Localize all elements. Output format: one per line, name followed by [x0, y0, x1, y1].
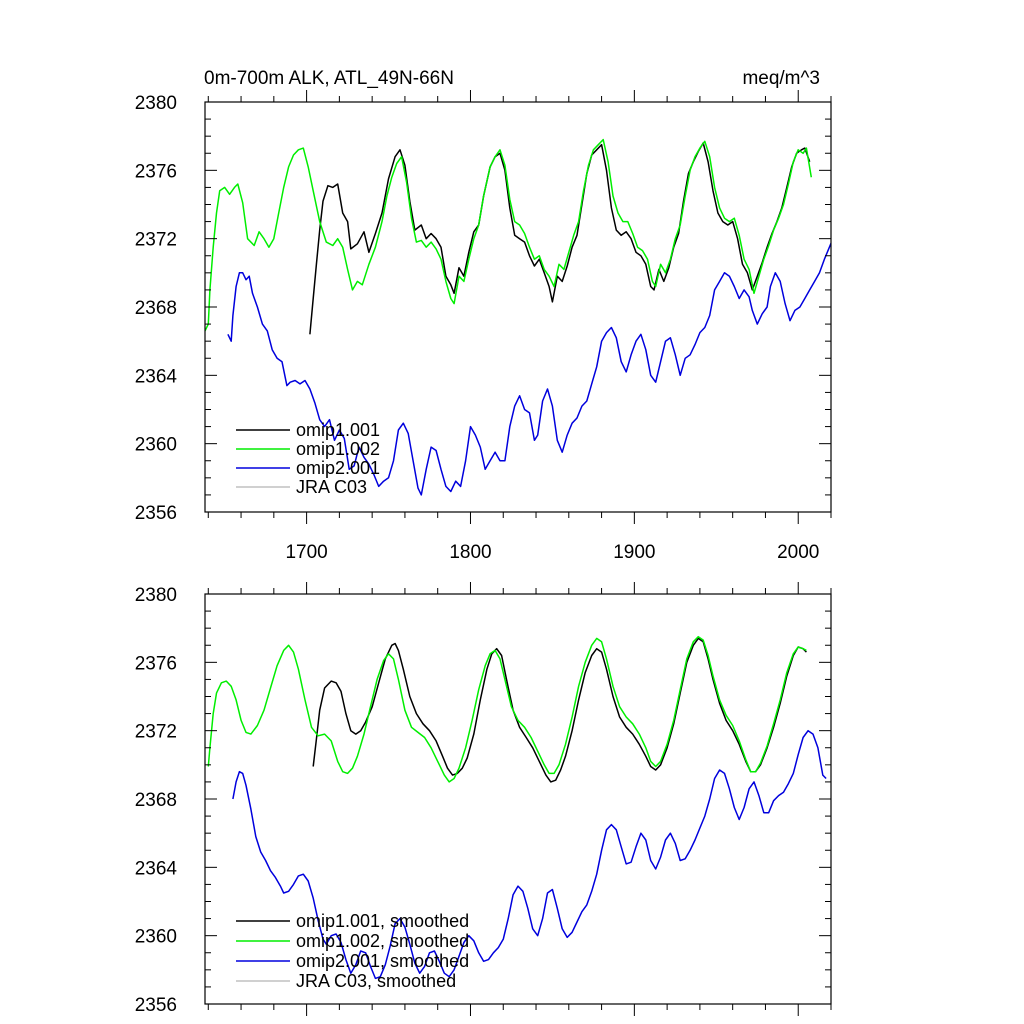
- x-tick-label: 2000: [777, 542, 819, 563]
- series-group: [207, 635, 827, 980]
- legend-label: omip1.002: [296, 439, 380, 459]
- top-panel: 2356 2360 2364 2368 2372 2376 2380 1700 1800 1900…: [135, 90, 832, 563]
- y-tick-label: 2356: [135, 503, 177, 524]
- series-group: [205, 138, 831, 496]
- legend-label: JRA C03, smoothed: [296, 971, 456, 991]
- y-tick-label: 2356: [135, 995, 177, 1016]
- legend-label: omip1.001, smoothed: [296, 911, 469, 931]
- y-tick-label: 2372: [135, 722, 177, 743]
- x-tick-label: 1800: [449, 542, 491, 563]
- units-label: meq/m^3: [742, 68, 820, 89]
- series-line-omip1_002: [205, 138, 813, 332]
- series-line-omip2_001: [227, 241, 831, 496]
- x-tick-label: 1900: [613, 542, 655, 563]
- y-tick-label: 2368: [135, 298, 177, 319]
- y-tick-label: 2376: [135, 161, 177, 182]
- tick-group: [205, 90, 832, 524]
- tick-group: [205, 582, 832, 1016]
- series-line-omip2_001: [232, 729, 827, 980]
- legend-label: JRA C03: [296, 477, 367, 497]
- y-tick-label: 2380: [135, 585, 177, 606]
- y-tick-label: 2372: [135, 230, 177, 251]
- series-line-omip1_001: [309, 142, 811, 335]
- legend-label: omip2.001, smoothed: [296, 951, 469, 971]
- y-tick-label: 2376: [135, 653, 177, 674]
- y-tick-label: 2364: [135, 858, 178, 879]
- bottom-panel: 2356 2360 2364 2368 2372 2376 2380 omip1.001, s…: [135, 582, 832, 1016]
- legend-label: omip1.001: [296, 420, 380, 440]
- y-tick-label: 2360: [135, 435, 177, 456]
- series-line-omip1_001: [312, 637, 807, 783]
- y-tick-label: 2368: [135, 790, 177, 811]
- y-tick-label: 2360: [135, 927, 177, 948]
- legend-label: omip1.002, smoothed: [296, 931, 469, 951]
- legend-label: omip2.001: [296, 458, 380, 478]
- chart-title: 0m-700m ALK, ATL_49N-66N: [204, 68, 454, 89]
- y-tick-label: 2364: [135, 366, 178, 387]
- y-tick-label: 2380: [135, 93, 177, 114]
- series-line-omip1_002: [207, 635, 807, 783]
- x-tick-label: 1700: [285, 542, 327, 563]
